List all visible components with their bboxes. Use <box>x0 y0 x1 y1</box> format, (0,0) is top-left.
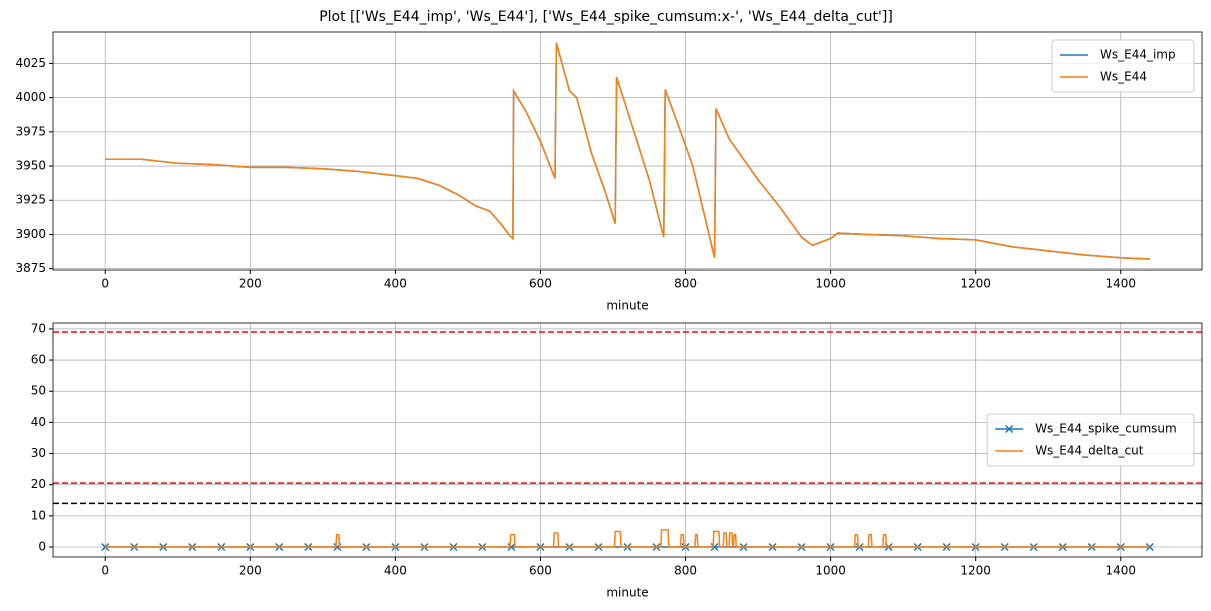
axes: 0 200 400 600 800 1000 1200 1400 3875 3900 3925 395… <box>15 31 1203 313</box>
y-tick-label: 60 <box>31 353 46 367</box>
y-tick-label: 4025 <box>15 56 46 70</box>
axes-frame <box>52 322 1203 558</box>
y-tick-label: 3875 <box>15 261 46 275</box>
x-tick-label: 200 <box>239 564 262 578</box>
x-tick-label: 0 <box>101 564 109 578</box>
y-tick-label: 3900 <box>15 227 46 241</box>
y-tick-label: 30 <box>31 446 46 460</box>
legend-marker <box>1005 424 1014 434</box>
x-tick-label: 1200 <box>960 564 991 578</box>
y-tick-label: 0 <box>38 540 46 554</box>
x-tick-label: 1200 <box>960 277 991 291</box>
x-tick-label: 800 <box>674 277 697 291</box>
x-tick-label: 400 <box>384 277 407 291</box>
x-tick-label: 1400 <box>1105 277 1136 291</box>
y-tick-label: 40 <box>31 415 46 429</box>
y-tick-label: 3975 <box>15 124 46 138</box>
y-tick-label: 10 <box>31 508 46 522</box>
x-tick-label: 1400 <box>1105 564 1136 578</box>
series-line <box>105 529 1150 548</box>
legend-label: Ws_E44 <box>1100 70 1147 84</box>
x-tick-label: 200 <box>239 277 262 291</box>
legend-box <box>1051 39 1195 93</box>
y-tick-label: 50 <box>31 384 46 398</box>
x-tick-label: 800 <box>674 564 697 578</box>
figure-title: Plot [['Ws_E44_imp', 'Ws_E44'], ['Ws_E44… <box>319 9 893 25</box>
axes-frame <box>52 31 1203 271</box>
y-tick-label: 3925 <box>15 193 46 207</box>
y-tick-label: 4000 <box>15 90 46 104</box>
x-tick-label: 1000 <box>815 277 846 291</box>
x-tick-label: 1000 <box>815 564 846 578</box>
legend-label: Ws_E44_spike_cumsum <box>1035 422 1177 436</box>
x-tick-label: 400 <box>384 564 407 578</box>
x-tick-label: 600 <box>529 564 552 578</box>
legend: Ws_E44_spike_cumsum Ws_E44_delta_cut <box>986 413 1195 467</box>
axes: 0 200 400 600 800 1000 1200 1400 0 10 20 30 40 50 60 70… <box>31 321 1203 600</box>
series-line <box>105 42 1150 260</box>
x-axis-label: minute <box>606 586 648 600</box>
marker <box>101 542 110 552</box>
x-tick-label: 600 <box>529 277 552 291</box>
legend: Ws_E44_imp Ws_E44 <box>1051 39 1195 93</box>
y-tick-label: 20 <box>31 477 46 491</box>
y-tick-label: 3950 <box>15 159 46 173</box>
legend-label: Ws_E44_delta_cut <box>1035 444 1144 458</box>
legend-box <box>986 413 1195 467</box>
x-axis-label: minute <box>606 299 648 313</box>
legend-label: Ws_E44_imp <box>1100 48 1176 62</box>
y-tick-label: 70 <box>31 321 46 335</box>
marker <box>710 542 719 552</box>
series-line <box>105 42 1150 260</box>
x-tick-label: 0 <box>101 277 109 291</box>
marker <box>507 542 516 552</box>
